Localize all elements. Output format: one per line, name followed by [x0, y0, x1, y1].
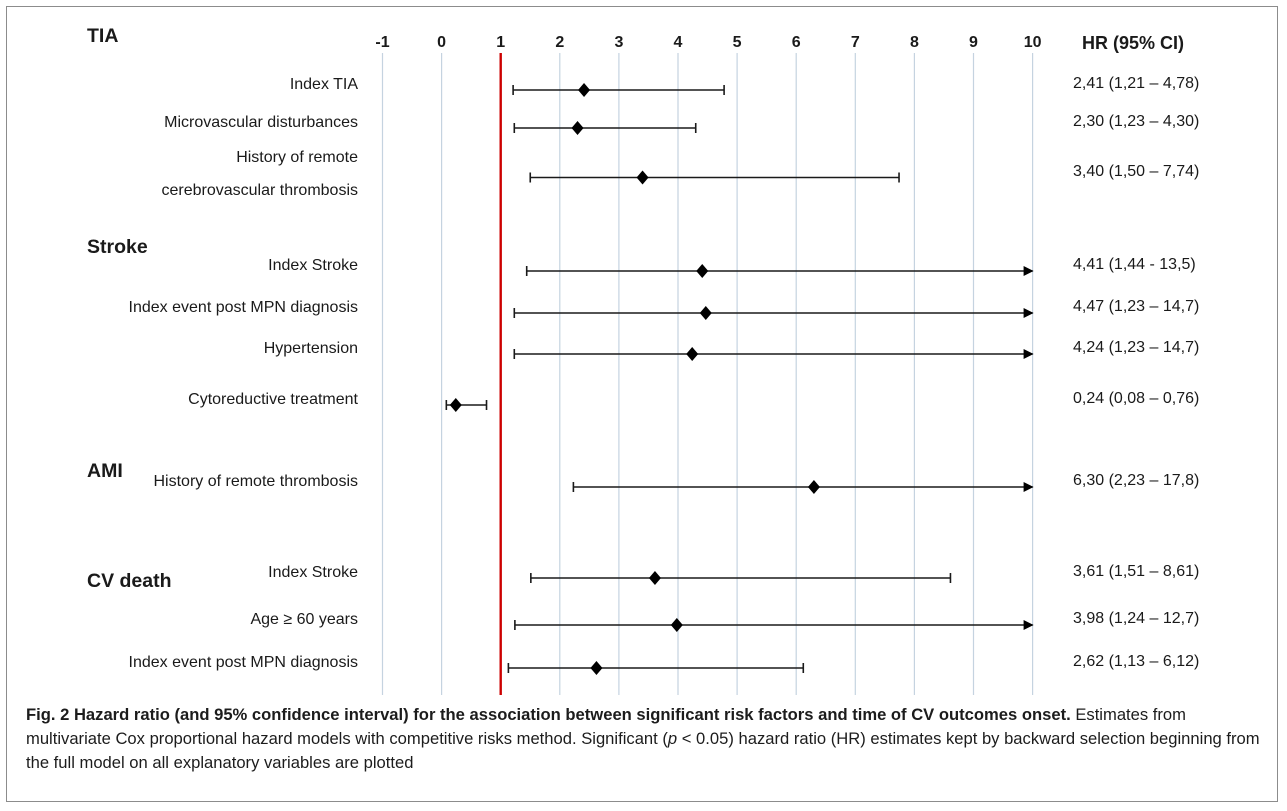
row-label: Age ≥ 60 years: [250, 611, 358, 628]
group-header: Stroke: [87, 236, 148, 258]
x-tick-label: 0: [437, 34, 446, 51]
x-tick-label: 10: [1024, 34, 1042, 51]
x-tick-label: 5: [733, 34, 742, 51]
x-tick-label: 6: [792, 34, 801, 51]
row-label: Index event post MPN diagnosis: [129, 654, 358, 671]
ci-arrow: [1023, 308, 1034, 318]
ci-text: 6,30 (2,23 – 17,8): [1073, 472, 1199, 489]
row-label: Microvascular disturbances: [164, 114, 358, 131]
ci-text: 3,98 (1,24 – 12,7): [1073, 610, 1199, 627]
ci-text: 4,47 (1,23 – 14,7): [1073, 298, 1199, 315]
hr-marker: [578, 83, 591, 97]
row-label: Index event post MPN diagnosis: [129, 299, 358, 316]
ci-text: 4,24 (1,23 – 14,7): [1073, 339, 1199, 356]
group-header: AMI: [87, 460, 123, 482]
hr-marker: [636, 170, 649, 185]
x-tick-label: 3: [614, 34, 623, 51]
ci-arrow: [1023, 482, 1034, 492]
ci-text: 2,41 (1,21 – 4,78): [1073, 75, 1199, 92]
x-tick-label: 1: [496, 34, 505, 51]
hr-marker: [648, 571, 661, 585]
forest-plot: -1 0 1 2 3 4 5 6 7 8 9 10 HR (95% CI) TIA Index TIA 2,4…: [87, 25, 1199, 695]
row-label: Hypertension: [264, 340, 358, 357]
ci-arrow: [1023, 620, 1034, 630]
ci-column-header: HR (95% CI): [1082, 33, 1184, 53]
hr-marker: [686, 347, 699, 361]
hr-marker: [696, 264, 709, 278]
ci-text: 4,41 (1,44 - 13,5): [1073, 256, 1196, 273]
row-label: cerebrovascular thrombosis: [161, 182, 358, 199]
row-label: Cytoreductive treatment: [188, 391, 358, 408]
row-label: Index TIA: [290, 76, 359, 93]
x-tick-label: -1: [375, 34, 389, 51]
caption-body-end: < 0.05) hazard ratio (HR) estimates kept…: [26, 729, 1260, 772]
x-tick-label: 8: [910, 34, 919, 51]
x-tick-label: 7: [851, 34, 860, 51]
row-label: Index Stroke: [268, 564, 358, 581]
row-label: History of remote thrombosis: [153, 473, 358, 490]
group-header: TIA: [87, 25, 118, 47]
ci-text: 3,40 (1,50 – 7,74): [1073, 163, 1199, 180]
x-tick-label: 9: [969, 34, 978, 51]
x-tick-label: 4: [674, 34, 683, 51]
hr-marker: [449, 398, 462, 412]
hr-marker: [807, 480, 820, 494]
hr-marker: [670, 618, 683, 632]
figure-caption: Fig. 2 Hazard ratio (and 95% confidence …: [26, 703, 1274, 775]
ci-text: 3,61 (1,51 – 8,61): [1073, 563, 1199, 580]
ci-text: 2,62 (1,13 – 6,12): [1073, 653, 1199, 670]
ci-text: 2,30 (1,23 – 4,30): [1073, 113, 1199, 130]
caption-title: Fig. 2 Hazard ratio (and 95% confidence …: [26, 705, 1071, 724]
ci-text: 0,24 (0,08 – 0,76): [1073, 390, 1199, 407]
hr-marker: [699, 306, 712, 320]
hr-marker: [590, 661, 603, 675]
row-label: History of remote: [236, 149, 358, 166]
caption-body-start: Estimates from multivariate Cox proporti…: [26, 705, 1186, 748]
row-label: Index Stroke: [268, 257, 358, 274]
group-header: CV death: [87, 570, 172, 592]
caption-p-symbol: p: [667, 729, 678, 748]
figure-frame: -1 0 1 2 3 4 5 6 7 8 9 10 HR (95% CI) TIA Index TIA 2,4…: [6, 6, 1278, 802]
x-tick-label: 2: [555, 34, 564, 51]
hr-marker: [571, 121, 584, 135]
ci-arrow: [1023, 266, 1034, 276]
ci-arrow: [1023, 349, 1034, 359]
